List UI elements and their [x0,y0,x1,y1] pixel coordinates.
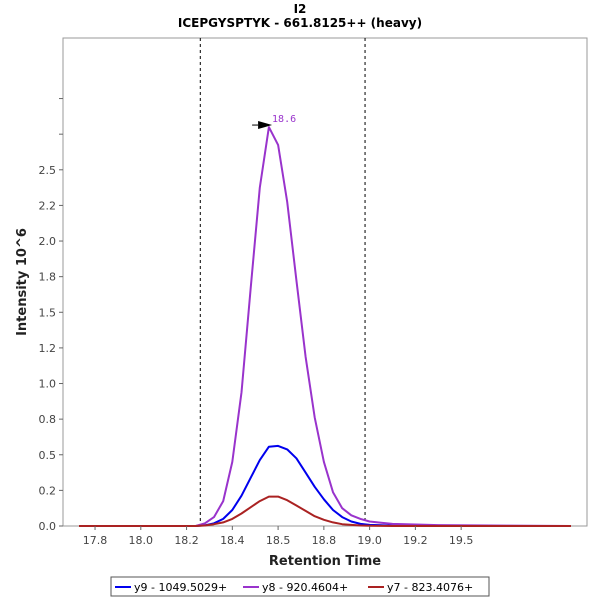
peak-arrow-icon [258,121,273,130]
x-tick-label: 18.8 [312,534,337,547]
series-line-3 [79,495,571,527]
y-tick-label: 1.0 [39,378,57,391]
x-tick-label: 18.4 [220,534,245,547]
y-axis: 0.0 0.2 0.5 0.8 1.0 1.2 1.5 1.8 2.0 2.2 2.5 [39,98,63,533]
plot-area [62,37,588,527]
x-axis-label: Retention Time [269,554,381,569]
legend-box [110,576,490,597]
chart-subtitle: ICEPGYSPTYK - 661.8125++ (heavy) [178,16,422,30]
peak-apex-label: 18.6 [272,114,296,125]
legend-label: y9 - 1049.5029+ [134,581,227,594]
series-lines [79,126,572,527]
y-tick-label: 0.2 [39,484,57,497]
x-tick-label: 18.5 [266,534,291,547]
y-tick-label: 2.0 [39,235,57,248]
peak-annotation: 18.6 [252,114,296,130]
y-tick-label: 1.2 [39,342,57,355]
y-tick-label: 2.5 [39,164,57,177]
y-tick-label: 0.5 [39,449,57,462]
y-tick-label: 1.5 [39,306,57,319]
x-tick-label: 19.2 [403,534,428,547]
legend-label: y8 - 920.4604+ [262,581,348,594]
x-tick-label: 18.0 [129,534,154,547]
series-line-2 [79,126,572,527]
legend-label: y7 - 823.4076+ [387,581,473,594]
y-tick-label: 2.2 [39,199,57,212]
x-tick-label: 19.5 [449,534,474,547]
y-tick-label: 1.8 [39,271,57,284]
x-tick-label: 17.8 [83,534,108,547]
legend: y9 - 1049.5029+ y8 - 920.4604+ y7 - 823.40… [110,576,490,597]
y-tick-label: 0.8 [39,413,57,426]
x-tick-label: 19.0 [357,534,382,547]
y-axis-label: Intensity 10^6 [15,228,30,336]
series-line-1 [79,444,571,527]
y-tick-label: 0.0 [39,520,57,533]
x-tick-label: 18.2 [174,534,199,547]
chart-title: I2 [294,2,307,16]
x-axis: 17.8 18.0 18.2 18.4 18.5 18.8 19.0 19.2 19.5 [83,526,474,547]
